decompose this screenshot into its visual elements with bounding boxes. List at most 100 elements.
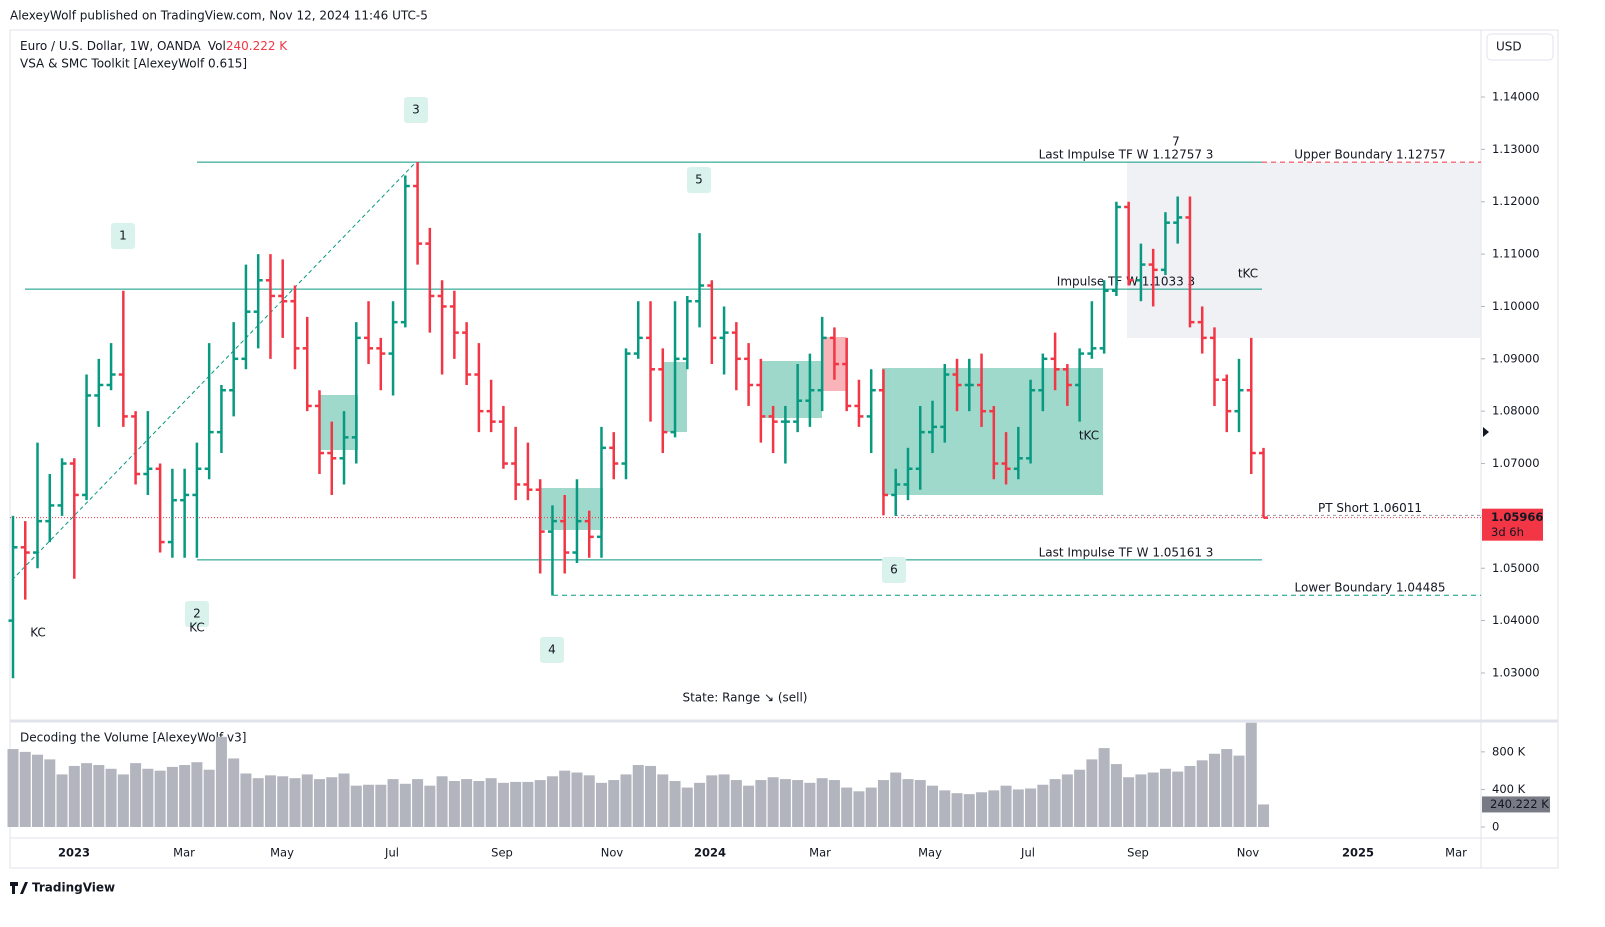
volume-bar [461, 779, 473, 827]
volume-bar [179, 765, 191, 827]
x-tick-label: Jul [384, 846, 399, 860]
volume-bar [559, 770, 571, 827]
volume-bar [755, 780, 767, 827]
volume-bar [1233, 755, 1245, 827]
ohlc-bar [547, 505, 557, 596]
volume-bar [939, 790, 951, 827]
ohlc-bar [731, 322, 741, 391]
volume-bar [1098, 748, 1110, 827]
y-tick-label: 1.10000 [1492, 299, 1540, 313]
ohlc-bar [106, 343, 116, 391]
y-tick-label: 1.05000 [1492, 561, 1540, 575]
level-label: Last Impulse TF W 1.05161 3 [1039, 545, 1214, 559]
volume-title: Decoding the Volume [AlexeyWolf v3] [20, 731, 246, 745]
level-label: Impulse TF W 1.1033 3 [1057, 275, 1195, 289]
volume-bar [510, 781, 522, 827]
volume-bar [7, 749, 19, 827]
ohlc-bar [1246, 337, 1256, 475]
published: AlexeyWolf published on TradingView.com,… [10, 9, 428, 23]
last-price-label: 1.05966 [1491, 510, 1543, 524]
x-tick-label: Mar [809, 846, 831, 860]
volume-bar [730, 780, 742, 827]
volume-bar [522, 781, 534, 827]
scroll-arrow[interactable] [1483, 427, 1489, 437]
wave-box [540, 637, 564, 663]
volume-bar [1086, 759, 1098, 827]
ohlc-bar [1197, 306, 1207, 354]
wave-label: 7 [1172, 135, 1180, 149]
wave-label: 3 [412, 103, 420, 117]
currency[interactable]: USD [1496, 40, 1522, 54]
volume-bar [976, 792, 988, 827]
volume-bar [497, 782, 509, 827]
countdown: 3d 6h [1491, 525, 1524, 539]
volume-bar [252, 778, 264, 827]
volume-bar [228, 758, 240, 827]
ohlc-bar [1038, 353, 1048, 412]
volume-bar [877, 780, 889, 827]
ohlc-bar [1185, 196, 1195, 328]
volume-bar [546, 776, 558, 827]
ohlc-bar [695, 233, 705, 328]
zone [882, 368, 1103, 495]
volume-bar [473, 780, 485, 827]
ohlc-bar [658, 348, 668, 454]
zones [320, 361, 1103, 530]
marker-label: tKC [1238, 267, 1258, 281]
volume-bar [816, 778, 828, 827]
y-tick-label: 1.03000 [1492, 665, 1540, 679]
ohlc-bar [1111, 201, 1121, 296]
ohlc-bar [682, 295, 692, 370]
ohlc-bar [339, 411, 349, 485]
volume-bar [350, 785, 362, 827]
ohlc-bar [425, 227, 435, 333]
volume-bar [1123, 777, 1135, 827]
ohlc-bar [1087, 301, 1097, 359]
wave-box [882, 557, 906, 583]
volume-bar [595, 782, 607, 827]
volume-bar [387, 779, 399, 827]
volume-bar [902, 779, 914, 827]
volume-bar [853, 791, 865, 827]
ohlc-bar [376, 337, 386, 391]
x-tick-label: May [918, 846, 942, 860]
ohlc-bar [1001, 432, 1011, 485]
ohlc-bar [8, 515, 18, 679]
volume-bar [448, 780, 460, 827]
ohlc-bar [155, 463, 165, 553]
ohlc-bar [167, 468, 177, 558]
volume-bar [81, 763, 93, 827]
wave-label: 5 [695, 173, 703, 187]
ohlc-bar [204, 343, 214, 480]
volume-bar [314, 779, 325, 827]
volume-bar [963, 794, 975, 827]
ohlc-bar [180, 468, 190, 558]
y-tick-label: 1.07000 [1492, 456, 1540, 470]
ohlc-bar [118, 290, 128, 427]
ohlc-bar [891, 468, 901, 516]
volume-bar [1258, 804, 1270, 827]
y-tick-label: 1.14000 [1492, 90, 1540, 104]
trend-line [11, 161, 417, 581]
level-label: PT Short 1.06011 [1318, 501, 1422, 515]
ohlc-bar [1050, 332, 1060, 391]
ohlc-bar [474, 343, 484, 433]
ohlc-bar [400, 175, 410, 328]
volume-bar [1184, 765, 1196, 827]
ohlc-bar [1124, 201, 1134, 286]
ohlc-bar [854, 379, 864, 427]
y-tick-label: 1.04000 [1492, 613, 1540, 627]
volume-bar [56, 774, 68, 827]
volume-bar [1196, 760, 1208, 827]
ohlc-bar [131, 411, 141, 485]
ohlc-bar [45, 474, 55, 543]
volume-bar [1221, 749, 1233, 827]
volume-bar [436, 776, 448, 827]
currency-button[interactable] [1486, 33, 1554, 61]
wave-box [687, 167, 711, 193]
volume-bar [1000, 785, 1012, 827]
x-tick-label: 2023 [58, 846, 90, 860]
ohlc-bar [793, 364, 803, 433]
volume-bar [865, 787, 877, 827]
volume-bar [1147, 772, 1159, 827]
